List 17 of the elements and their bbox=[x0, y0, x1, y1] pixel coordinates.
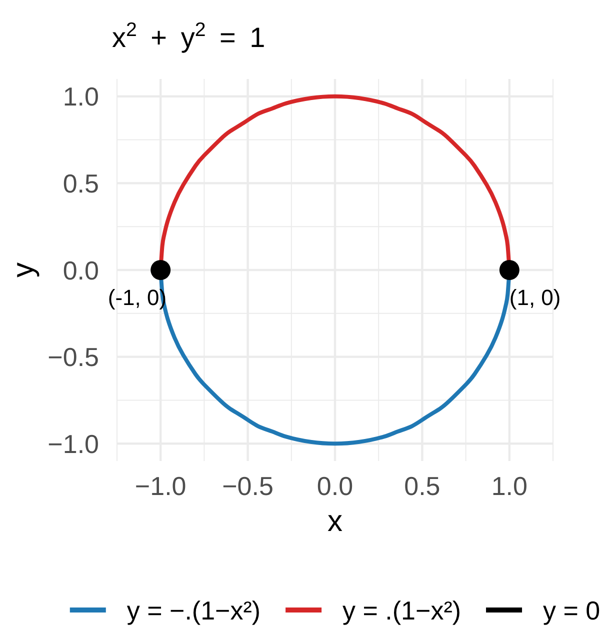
legend-label: y = .(1−x²) bbox=[342, 595, 462, 626]
x-tick-label: 0.5 bbox=[404, 471, 440, 501]
y-tick-label: −1.0 bbox=[48, 428, 99, 459]
x-tick-label: −1.0 bbox=[134, 471, 186, 501]
x-tick-label: 1.0 bbox=[491, 471, 528, 501]
y-tick-label: 0.5 bbox=[62, 168, 99, 199]
x-axis-title: x bbox=[328, 505, 342, 538]
legend-label: y = −.(1−x²) bbox=[126, 595, 261, 626]
y-tick-label: −0.5 bbox=[48, 342, 99, 372]
x-tick-label: −0.5 bbox=[222, 471, 274, 501]
annotation: (1, 0) bbox=[509, 285, 561, 310]
y-axis-title: y bbox=[7, 262, 40, 278]
y-tick-label: 1.0 bbox=[62, 82, 99, 112]
y-tick-label: 0.0 bbox=[62, 255, 99, 286]
chart-title: x$^{2}$ + y$^{2}$ = 1 bbox=[112, 19, 266, 53]
x-tick-label: 0.0 bbox=[316, 471, 354, 501]
legend-label: y = 0 bbox=[543, 595, 600, 626]
